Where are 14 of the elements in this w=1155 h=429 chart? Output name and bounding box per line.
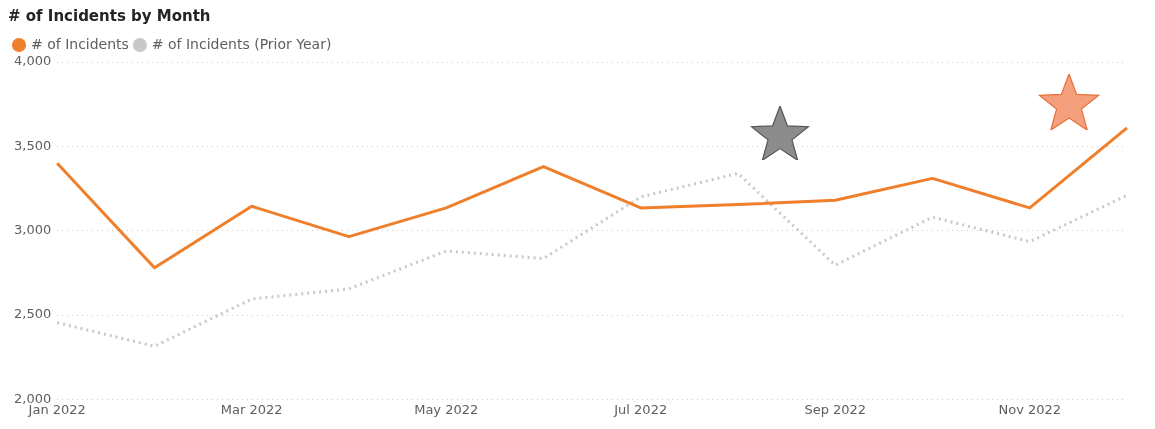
x-tick-label: Sep 2022 — [804, 401, 867, 417]
y-tick-label: 2,500 — [14, 306, 52, 322]
y-tick-label: 3,000 — [14, 222, 52, 238]
y-tick-label: 2,000 — [14, 390, 52, 406]
x-tick-label: Nov 2022 — [998, 401, 1062, 417]
x-tick-label: May 2022 — [414, 401, 479, 417]
x-tick-label: Mar 2022 — [220, 401, 283, 417]
legend-label: # of Incidents — [31, 35, 129, 52]
x-tick-label: Jul 2022 — [613, 401, 668, 417]
chart-title: # of Incidents by Month — [8, 6, 211, 25]
y-tick-label: 4,000 — [14, 53, 52, 69]
legend-label: # of Incidents (Prior Year) — [151, 35, 332, 52]
line-series — [55, 171, 1129, 348]
y-tick-label: 3,500 — [14, 137, 52, 153]
